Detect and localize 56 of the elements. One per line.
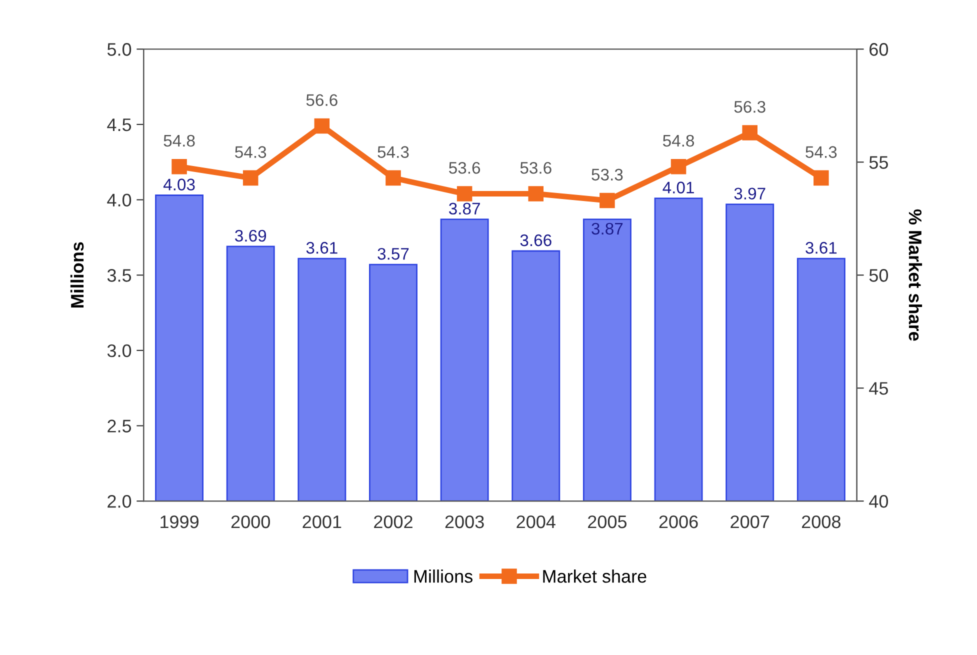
data-label: 3.87 (592, 222, 623, 235)
data-label: 3.66 (520, 234, 552, 246)
point (600, 192, 615, 208)
point (528, 186, 544, 202)
y2-tick-label: 55 (869, 156, 888, 169)
point (670, 158, 686, 174)
data-label: 53.6 (520, 162, 552, 174)
y-tick-label: 3.5 (107, 269, 132, 282)
data-label: 56.6 (306, 94, 338, 106)
x-tick-label: 2001 (302, 515, 342, 528)
y-tick-label: 4.5 (107, 118, 132, 132)
y-tick-label: 4.0 (107, 194, 132, 206)
data-label: 4.01 (662, 182, 694, 194)
point (456, 186, 472, 202)
data-label: 3.87 (448, 202, 480, 215)
legend-label: Market share (543, 570, 646, 583)
x-tick-label: 2004 (516, 515, 556, 528)
data-label: 3.69 (235, 230, 266, 242)
data-label: 53.3 (592, 168, 623, 181)
y2-tick-label: 50 (869, 269, 888, 282)
x-tick-label: 1999 (160, 515, 199, 528)
y2-axis-title: % Market share (908, 209, 922, 341)
x-tick-label: 2007 (730, 515, 770, 528)
y-tick-label: 2.0 (108, 495, 132, 508)
data-label: 54.8 (662, 134, 694, 147)
x-tick-label: 2005 (588, 515, 627, 528)
x-tick-label: 2000 (231, 515, 270, 528)
data-label: 54.3 (378, 146, 409, 158)
point (742, 125, 758, 140)
data-label: 56.3 (734, 100, 766, 113)
y2-tick-label: 40 (869, 495, 888, 508)
data-label: 53.6 (449, 162, 480, 174)
y2-tick-label: 45 (869, 382, 888, 395)
x-tick-label: 2006 (659, 515, 698, 528)
x-tick-label: 2002 (374, 515, 412, 528)
point (172, 158, 187, 174)
data-label: 54.3 (806, 146, 837, 158)
data-label: 4.03 (163, 178, 195, 190)
data-label: 3.97 (734, 188, 766, 200)
point (242, 170, 258, 186)
data-label: 54.8 (164, 134, 195, 147)
y-tick-label: 5.0 (107, 43, 132, 56)
point (314, 118, 330, 134)
legend-label: Millions (414, 570, 472, 583)
data-label: 3.61 (806, 242, 837, 254)
y-axis-title: Millions (70, 242, 84, 308)
x-tick-label: 2008 (802, 515, 840, 528)
y-tick-label: 2.5 (108, 420, 132, 432)
data-label: 3.57 (378, 248, 409, 260)
point (814, 170, 829, 186)
point (386, 170, 401, 186)
x-tick-label: 2003 (445, 515, 484, 528)
data-label: 3.61 (306, 242, 338, 254)
y-tick-label: 3.0 (107, 344, 132, 358)
data-label: 54.3 (235, 146, 266, 158)
y2-tick-label: 60 (870, 43, 888, 56)
